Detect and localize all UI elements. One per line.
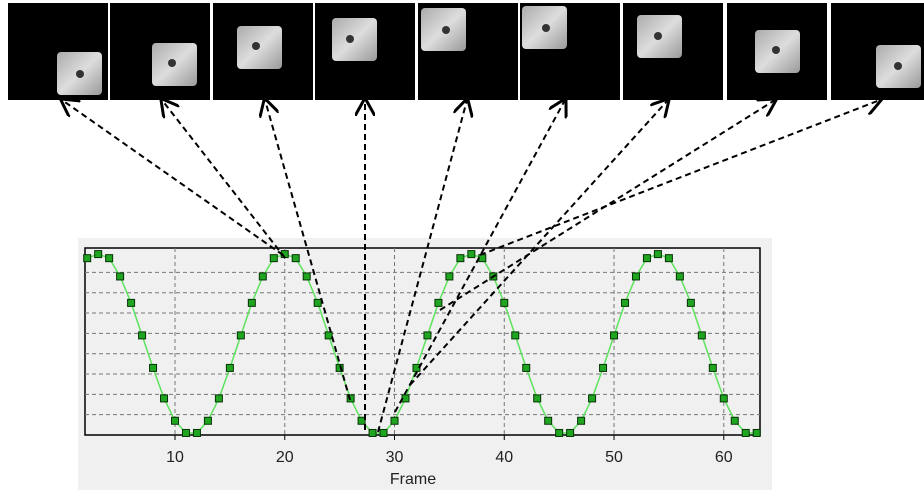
data-point — [237, 332, 244, 339]
data-point — [424, 332, 431, 339]
data-point — [95, 251, 102, 258]
data-point — [687, 299, 694, 306]
figure: Frame 10 20 30 40 50 60 — [0, 0, 924, 493]
data-point — [665, 255, 672, 262]
data-point — [84, 255, 91, 262]
x-tick-label: 20 — [276, 449, 294, 466]
data-point — [193, 429, 200, 436]
data-point — [611, 332, 618, 339]
data-point — [589, 395, 596, 402]
plot-area — [85, 248, 760, 435]
data-point — [435, 299, 442, 306]
data-point — [106, 255, 113, 262]
data-point — [314, 299, 321, 306]
data-point — [676, 273, 683, 280]
data-point — [501, 299, 508, 306]
data-point — [391, 417, 398, 424]
data-point — [556, 429, 563, 436]
data-point — [698, 332, 705, 339]
data-point — [204, 417, 211, 424]
data-point — [600, 364, 607, 371]
data-point — [446, 273, 453, 280]
thumbnails — [8, 3, 924, 100]
x-tick-label: 60 — [715, 449, 733, 466]
data-point — [226, 364, 233, 371]
data-point — [731, 417, 738, 424]
data-point — [292, 255, 299, 262]
data-point — [534, 395, 541, 402]
data-point — [742, 429, 749, 436]
data-point — [270, 255, 277, 262]
x-axis-label: Frame — [390, 471, 436, 488]
data-point — [139, 332, 146, 339]
x-tick-label: 50 — [605, 449, 623, 466]
data-point — [523, 364, 530, 371]
data-point — [117, 273, 124, 280]
data-point — [369, 429, 376, 436]
data-point — [654, 251, 661, 258]
data-point — [325, 332, 332, 339]
data-point — [512, 332, 519, 339]
data-point — [172, 417, 179, 424]
data-point — [468, 251, 475, 258]
data-point — [150, 364, 157, 371]
data-point — [161, 395, 168, 402]
data-point — [753, 429, 760, 436]
data-point — [457, 255, 464, 262]
data-point — [215, 395, 222, 402]
data-point — [632, 273, 639, 280]
x-tick-label: 30 — [386, 449, 404, 466]
data-point — [248, 299, 255, 306]
data-point — [578, 417, 585, 424]
data-point — [709, 364, 716, 371]
data-point — [380, 429, 387, 436]
data-point — [128, 299, 135, 306]
x-tick-label: 40 — [495, 449, 513, 466]
data-point — [643, 255, 650, 262]
x-tick-label: 10 — [166, 449, 184, 466]
data-point — [720, 395, 727, 402]
data-point — [622, 299, 629, 306]
data-point — [182, 429, 189, 436]
data-point — [567, 429, 574, 436]
data-point — [303, 273, 310, 280]
data-point — [259, 273, 266, 280]
data-point — [545, 417, 552, 424]
